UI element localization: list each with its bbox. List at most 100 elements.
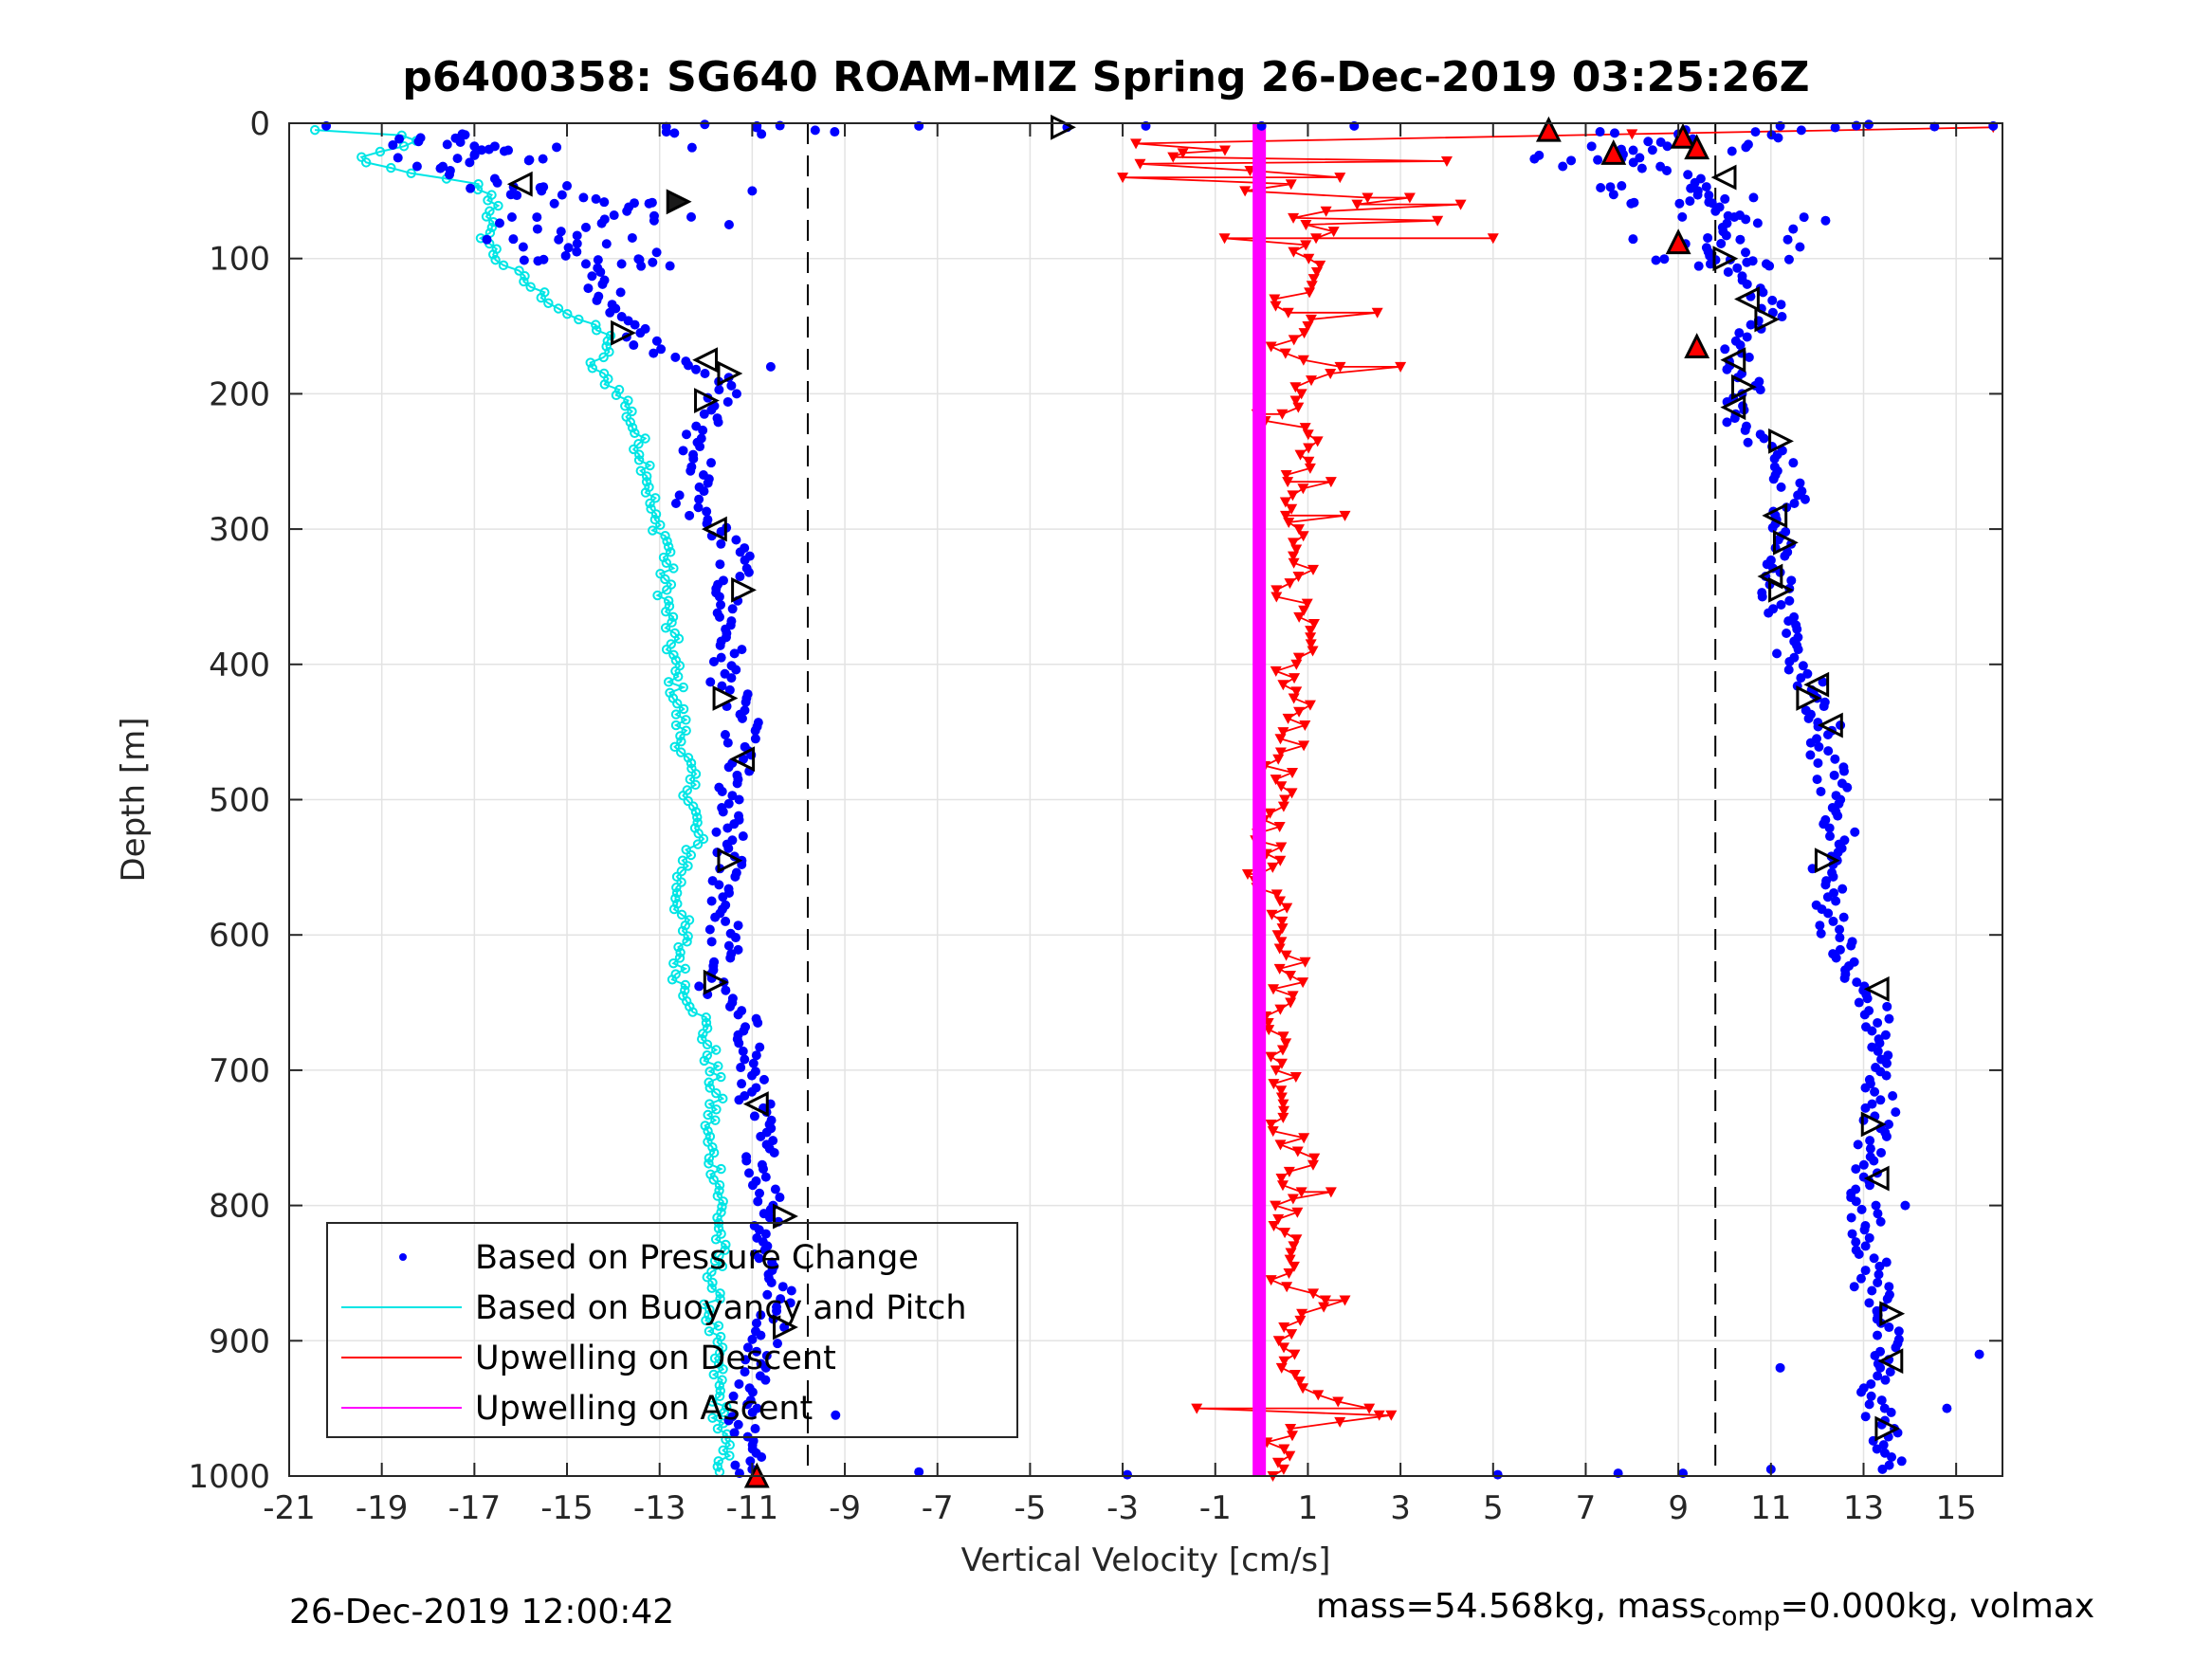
pressure-change-point <box>756 1131 766 1141</box>
pressure-change-point <box>661 121 671 132</box>
pressure-change-point <box>1692 190 1703 200</box>
descent-upwelling-point <box>1277 801 1289 812</box>
pressure-change-point <box>730 933 740 943</box>
buoyancy-pitch-point <box>722 1402 732 1413</box>
descent-upwelling-point <box>1283 1166 1295 1177</box>
pressure-change-point <box>1820 880 1831 890</box>
pressure-change-point <box>721 916 731 926</box>
pressure-change-point <box>1617 181 1627 191</box>
descent-upwelling-point <box>1267 862 1279 873</box>
descent-upwelling-point <box>1291 1146 1304 1158</box>
buoyancy-pitch-point <box>375 146 386 157</box>
pressure-change-point <box>1851 1196 1861 1207</box>
descent-upwelling-point <box>1276 916 1289 927</box>
descent-upwelling-point <box>1134 158 1146 170</box>
pressure-change-point <box>1782 234 1793 245</box>
pressure-change-point <box>524 155 535 165</box>
pressure-change-point <box>759 1245 770 1255</box>
pressure-change-point <box>770 1184 780 1194</box>
pressure-change-point <box>578 192 589 203</box>
pressure-change-point <box>1860 1241 1871 1251</box>
descent-upwelling-point <box>1271 585 1283 596</box>
pressure-change-point <box>1822 730 1833 740</box>
pressure-change-point <box>761 1350 772 1360</box>
pressure-change-point <box>651 247 662 258</box>
descent-upwelling-point <box>1371 307 1383 319</box>
pressure-change-point <box>694 981 704 992</box>
descent-upwelling-point <box>1275 842 1288 853</box>
pressure-change-point <box>735 572 745 582</box>
triangle-marker <box>1665 228 1691 255</box>
descent-upwelling-point <box>1290 659 1303 670</box>
buoyancy-pitch-point <box>707 1413 718 1423</box>
triangle-marker <box>701 516 727 542</box>
buoyancy-pitch-point <box>668 957 679 969</box>
buoyancy-pitch-point <box>718 1445 728 1456</box>
pressure-change-point <box>738 831 748 842</box>
descent-upwelling-point <box>1283 517 1295 528</box>
pressure-change-point <box>1788 224 1799 234</box>
buoyancy-pitch-point <box>707 1277 718 1288</box>
pressure-change-point <box>777 1282 788 1292</box>
descent-upwelling-point <box>1264 808 1276 819</box>
pressure-change-point <box>740 1355 751 1365</box>
descent-upwelling-point <box>1289 1072 1302 1084</box>
descent-upwelling-point <box>1307 646 1319 657</box>
pressure-change-point <box>563 243 574 253</box>
pressure-change-point <box>706 458 717 468</box>
pressure-change-point <box>729 1428 740 1438</box>
descent-upwelling-point <box>1268 1079 1280 1090</box>
pressure-change-point <box>1813 757 1823 768</box>
pressure-change-point <box>465 157 475 168</box>
pressure-change-point <box>1875 1147 1886 1158</box>
pressure-change-point <box>609 210 619 221</box>
descent-upwelling-point <box>1271 1457 1284 1468</box>
pressure-change-series <box>321 119 1999 1480</box>
pressure-change-point <box>766 1277 777 1287</box>
pressure-change-point <box>1828 871 1838 882</box>
pressure-change-point <box>494 218 504 228</box>
buoyancy-pitch-point <box>714 1380 725 1391</box>
buoyancy-pitch-point <box>633 438 644 449</box>
triangle-marker <box>1879 1301 1906 1327</box>
buoyancy-pitch-point <box>553 303 564 314</box>
pressure-change-point <box>1122 1469 1132 1480</box>
descent-upwelling-point <box>1282 307 1294 319</box>
buoyancy-pitch-point <box>633 455 645 465</box>
y-tick-label: 800 <box>209 1188 270 1226</box>
pressure-change-point <box>591 193 601 204</box>
pressure-change-point <box>1882 1001 1892 1012</box>
descent-upwelling-point <box>1289 395 1302 407</box>
descent-upwelling-point <box>1286 1431 1298 1442</box>
buoyancy-pitch-point <box>690 807 702 817</box>
pressure-change-point <box>699 409 709 419</box>
y-tick-label: 300 <box>209 511 270 549</box>
triangle-marker <box>1768 428 1794 454</box>
buoyancy-pitch-point <box>675 731 686 741</box>
triangle-marker <box>1600 139 1627 165</box>
pressure-change-point <box>455 137 466 147</box>
descent-upwelling-point <box>1279 1228 1291 1239</box>
triangle-marker <box>703 969 729 995</box>
pressure-change-point <box>747 1407 758 1417</box>
buoyancy-pitch-point <box>678 682 688 693</box>
pressure-change-point <box>723 1415 734 1426</box>
pressure-change-point <box>1835 944 1845 955</box>
pressure-change-point <box>1795 242 1805 252</box>
pressure-change-point <box>1793 645 1803 655</box>
triangle-marker <box>1731 374 1757 400</box>
descent-upwelling-point <box>1303 443 1315 454</box>
chart-title: p6400358: SG640 ROAM-MIZ Spring 26-Dec-2… <box>402 53 1810 101</box>
triangle-marker <box>692 347 719 374</box>
buoyancy-pitch-point <box>630 428 640 438</box>
buoyancy-pitch-point <box>663 541 674 552</box>
pressure-change-point <box>616 259 627 269</box>
buoyancy-pitch-point <box>714 1391 725 1402</box>
pressure-change-point <box>1636 163 1647 173</box>
x-tick-label: -11 <box>726 1489 779 1527</box>
x-tick-label: 1 <box>1298 1489 1319 1527</box>
pressure-change-point <box>469 150 480 160</box>
buoyancy-pitch-point <box>706 1283 717 1293</box>
buoyancy-pitch-point <box>627 422 638 433</box>
pressure-change-point <box>1776 600 1786 611</box>
